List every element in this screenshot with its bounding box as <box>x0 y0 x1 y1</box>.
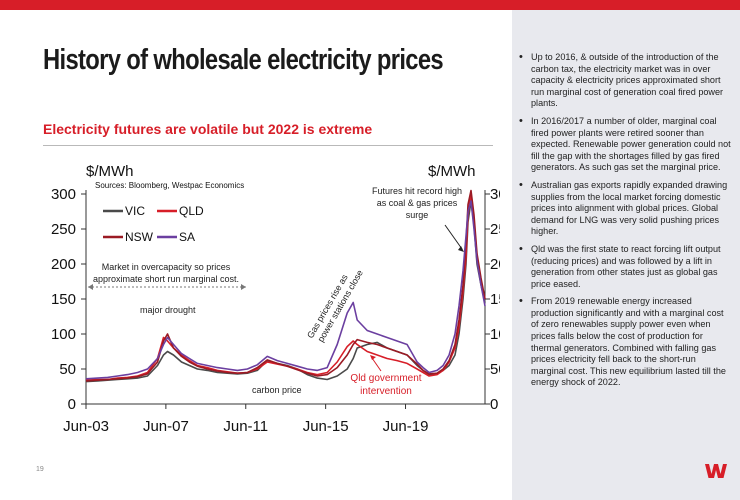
annotation-overcapacity: Market in overcapacity so prices approxi… <box>88 262 246 290</box>
bullet-item: From 2019 renewable energy increased pro… <box>519 296 731 389</box>
legend-label-nsw: NSW <box>125 230 154 244</box>
y-tick-label-right: 100 <box>490 326 500 343</box>
y-tick-label-left: 50 <box>59 361 76 378</box>
qld-arrow <box>371 357 382 372</box>
annotation-qld-line1: Qld government <box>350 373 421 384</box>
annotation-futures-line1: Futures hit record high <box>372 186 462 196</box>
y-axis-left: 0 50 100 150 200 250 300 <box>51 186 87 413</box>
y-tick-label-right: 150 <box>490 291 500 308</box>
y-tick-label-left: 300 <box>51 186 76 203</box>
annotation-qld-line2: intervention <box>360 386 412 397</box>
futures-arrow <box>444 224 463 250</box>
y-tick-label-left: 100 <box>51 326 76 343</box>
price-chart: $/MWh $/MWh Sources: Bloomberg, Westpac … <box>51 163 500 435</box>
y-tick-label-right: 300 <box>490 186 500 203</box>
annotation-carbon: carbon price <box>252 385 302 395</box>
westpac-w-logo <box>705 464 727 478</box>
legend: VIC QLD NSW SA <box>103 204 204 244</box>
bullet-item: Qld was the first state to react forcing… <box>519 244 731 290</box>
bullet-item: Up to 2016, & outside of the introductio… <box>519 52 731 110</box>
legend-label-qld: QLD <box>179 204 204 218</box>
annotation-futures: Futures hit record high as coal & gas pr… <box>372 186 464 252</box>
annotation-overcapacity-line2: approximate short run marginal cost. <box>93 274 239 284</box>
bullet-item: In 2016/2017 a number of older, marginal… <box>519 116 731 174</box>
x-tick-label: Jun-19 <box>383 418 429 435</box>
legend-label-vic: VIC <box>125 204 145 218</box>
series-layer <box>85 189 486 383</box>
series-line-qld <box>85 193 486 381</box>
y-axis-title-left: $/MWh <box>86 163 134 180</box>
page-title: History of wholesale electricity prices <box>43 44 444 76</box>
x-tick-label: Jun-15 <box>303 418 349 435</box>
divider <box>43 145 493 146</box>
bullet-item: Australian gas exports rapidly expanded … <box>519 180 731 238</box>
futures-arrow-head <box>458 246 464 252</box>
chart-subtitle: Electricity futures are volatile but 202… <box>43 121 373 137</box>
overcapacity-arrow-head-left <box>88 284 93 290</box>
annotation-gas: Gas prices rise as power stations close <box>305 268 365 344</box>
x-tick-label: Jun-03 <box>63 418 109 435</box>
series-line-sa <box>85 200 486 380</box>
legend-label-sa: SA <box>179 230 195 244</box>
x-axis: Jun-03 Jun-07 Jun-11 Jun-15 Jun-19 <box>63 403 485 435</box>
y-tick-label-right: 0 <box>490 396 498 413</box>
series-line-vic <box>85 200 486 383</box>
y-tick-label-left: 200 <box>51 256 76 273</box>
annotation-overcapacity-line1: Market in overcapacity so prices <box>102 262 231 272</box>
y-tick-label-left: 0 <box>68 396 76 413</box>
qld-arrow-head <box>370 355 376 360</box>
y-tick-label-left: 250 <box>51 221 76 238</box>
annotation-qld: Qld government intervention <box>350 355 422 397</box>
y-axis-right: 0 50 100 150 200 250 300 <box>484 186 500 413</box>
y-tick-label-right: 50 <box>490 361 500 378</box>
y-tick-label-right: 250 <box>490 221 500 238</box>
logo-w-shape <box>705 464 727 478</box>
page-number: 19 <box>36 466 44 473</box>
y-axis-title-right: $/MWh <box>428 163 476 180</box>
annotation-futures-line2: as coal & gas prices <box>377 198 458 208</box>
x-tick-label: Jun-11 <box>223 418 268 435</box>
top-accent-bar <box>0 0 740 10</box>
annotation-futures-line3: surge <box>406 210 429 220</box>
overcapacity-arrow-head-right <box>241 284 246 290</box>
y-tick-label-right: 200 <box>490 256 500 273</box>
source-note: Sources: Bloomberg, Westpac Economics <box>95 181 244 190</box>
bullet-list: Up to 2016, & outside of the introductio… <box>519 52 731 395</box>
y-tick-label-left: 150 <box>51 291 76 308</box>
annotation-drought: major drought <box>140 305 196 315</box>
x-tick-label: Jun-07 <box>143 418 189 435</box>
series-line-nsw <box>85 189 486 382</box>
